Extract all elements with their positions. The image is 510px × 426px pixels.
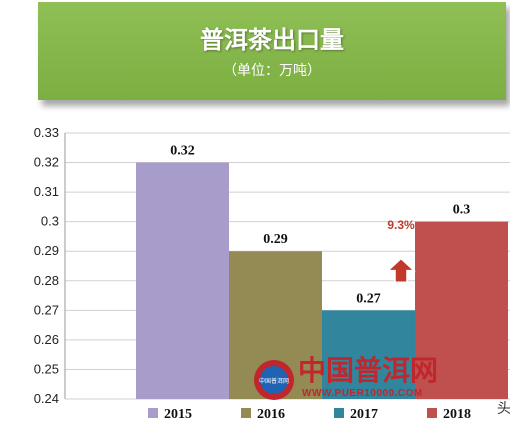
- watermark-url: WWW.PUER10000.COM: [302, 388, 423, 399]
- growth-percent-label: 9.3%: [387, 218, 415, 232]
- watermark-logo-globe-icon: [260, 366, 288, 394]
- data-label-2016: 0.29: [263, 232, 288, 247]
- data-labels: 0.32 0.29 0.27 0.3: [162, 140, 482, 307]
- y-tick-label: 0.28: [34, 273, 59, 288]
- data-label-bg: [348, 288, 389, 307]
- y-tick-label: 0.32: [34, 155, 59, 170]
- data-label-bg: [441, 199, 482, 218]
- y-tick-label: 0.31: [34, 184, 59, 199]
- bar-2015: [136, 162, 229, 399]
- legend-label-2015: 2015: [164, 407, 192, 422]
- legend-label-2018: 2018: [443, 407, 471, 422]
- watermark: 中国普洱网 中国普洱网 WWW.PUER10000.COM: [254, 354, 438, 400]
- y-tick-label: 0.27: [34, 302, 59, 317]
- legend-swatch-2018: [427, 408, 437, 418]
- legend-swatch-2015: [148, 408, 158, 418]
- legend: 2015 2016 2017 2018: [148, 407, 471, 422]
- legend-label-2016: 2016: [257, 407, 285, 422]
- y-tick-label: 0.29: [34, 243, 59, 258]
- data-label-bg: [162, 140, 203, 159]
- legend-swatch-2016: [241, 408, 251, 418]
- up-arrow-icon: [386, 257, 416, 284]
- chart-subtitle: （单位：万吨）: [223, 63, 321, 79]
- edge-glyph: 头: [497, 401, 510, 417]
- data-label-2018: 0.3: [453, 203, 471, 218]
- bar-2018: [415, 221, 508, 399]
- title-banner: 普洱茶出口量 （单位：万吨）: [38, 2, 506, 100]
- data-label-2017: 0.27: [356, 291, 381, 306]
- y-tick-label: 0.24: [34, 391, 59, 406]
- y-tick-label: 0.26: [34, 332, 59, 347]
- data-label-bg: [255, 229, 296, 248]
- y-axis-ticks: 0.33 0.32 0.31 0.3 0.29 0.28 0.27 0.26 0.25 0.24: [34, 125, 59, 406]
- y-tick-label: 0.33: [34, 125, 59, 140]
- bar-2017: [322, 310, 415, 399]
- growth-annotation: 9.3%: [386, 218, 416, 284]
- y-tick-label: 0.3: [41, 214, 59, 229]
- bars: [136, 162, 508, 399]
- watermark-logo-text: 中国普洱网: [259, 377, 289, 385]
- watermark-text: 中国普洱网: [298, 354, 438, 387]
- data-label-2015: 0.32: [170, 144, 195, 159]
- y-tick-label: 0.25: [34, 361, 59, 376]
- legend-label-2017: 2017: [350, 407, 378, 422]
- legend-swatch-2017: [334, 408, 344, 418]
- chart-title: 普洱茶出口量: [200, 26, 344, 54]
